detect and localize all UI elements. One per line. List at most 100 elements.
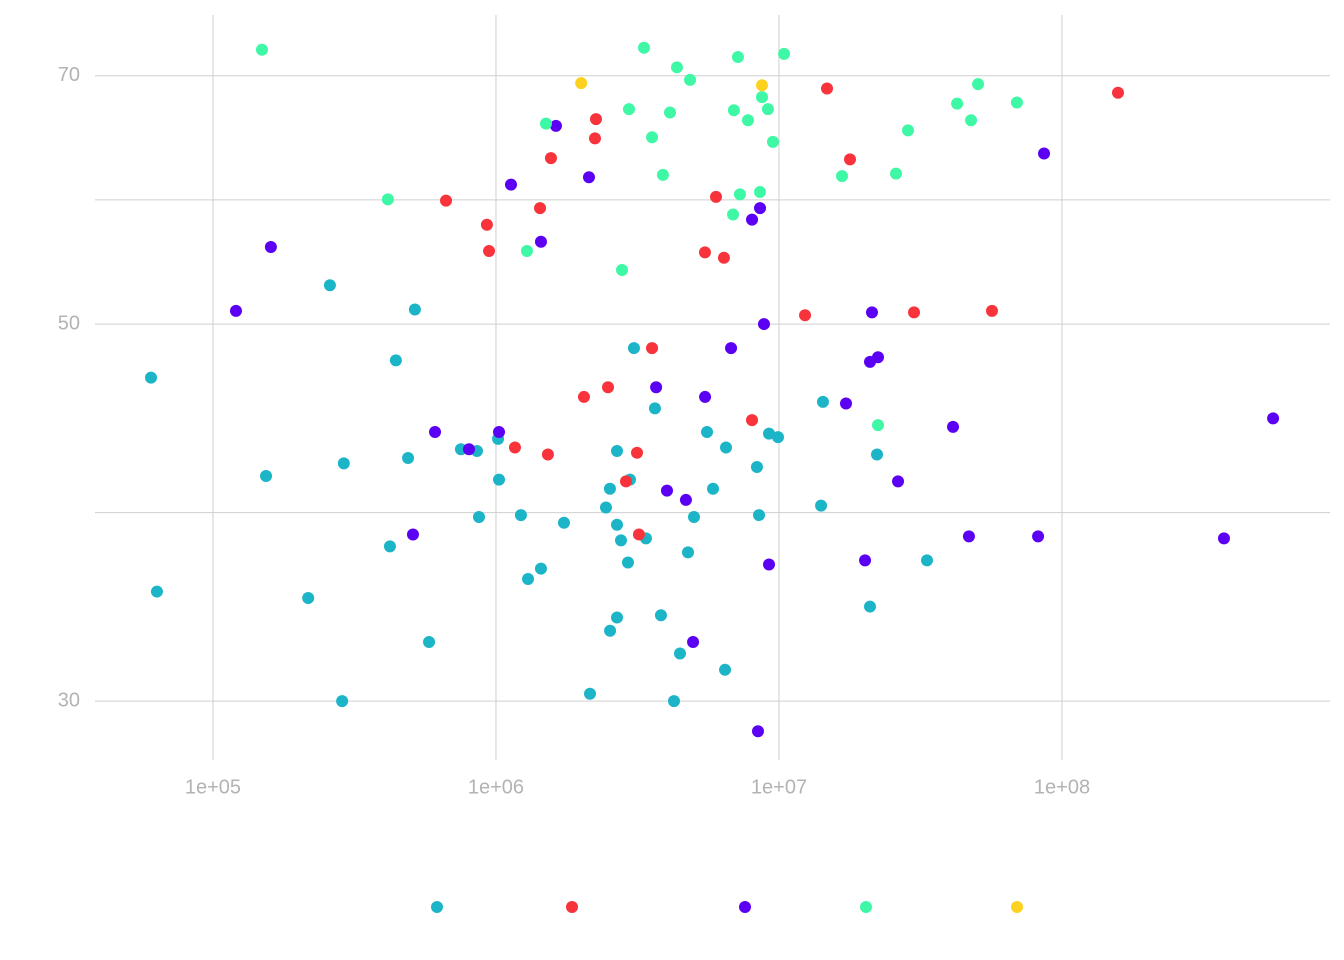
point bbox=[720, 441, 733, 454]
point bbox=[840, 397, 853, 410]
point bbox=[654, 609, 667, 622]
point bbox=[741, 114, 754, 127]
point bbox=[575, 77, 588, 90]
point bbox=[733, 188, 746, 201]
point bbox=[754, 202, 767, 215]
legend-key bbox=[431, 901, 443, 913]
point bbox=[799, 309, 812, 322]
point bbox=[872, 419, 885, 432]
point bbox=[1111, 86, 1124, 99]
point bbox=[670, 61, 683, 74]
point bbox=[480, 218, 493, 231]
point bbox=[756, 91, 769, 104]
point bbox=[709, 190, 722, 203]
x-tick-label: 1e+05 bbox=[185, 776, 241, 798]
point bbox=[440, 194, 453, 207]
point bbox=[772, 431, 785, 444]
point bbox=[483, 245, 496, 258]
point bbox=[727, 208, 740, 221]
y-tick-label: 70 bbox=[58, 64, 80, 86]
point bbox=[588, 132, 601, 145]
y-tick-label: 30 bbox=[58, 689, 80, 711]
point bbox=[336, 695, 349, 708]
point bbox=[260, 469, 273, 482]
point bbox=[463, 443, 476, 456]
point bbox=[402, 452, 415, 465]
point bbox=[698, 246, 711, 259]
point bbox=[871, 448, 884, 461]
point bbox=[514, 509, 527, 522]
point bbox=[337, 457, 350, 470]
point bbox=[746, 213, 759, 226]
point bbox=[144, 371, 157, 384]
point bbox=[632, 528, 645, 541]
point bbox=[504, 178, 517, 191]
point bbox=[522, 572, 535, 585]
point bbox=[646, 131, 659, 144]
point bbox=[611, 445, 624, 458]
point bbox=[972, 78, 985, 91]
point bbox=[627, 342, 640, 355]
point bbox=[541, 448, 554, 461]
point bbox=[604, 624, 617, 637]
point bbox=[631, 446, 644, 459]
point bbox=[383, 540, 396, 553]
point bbox=[637, 41, 650, 54]
point bbox=[687, 510, 700, 523]
point bbox=[725, 342, 738, 355]
point bbox=[534, 202, 547, 215]
point bbox=[429, 425, 442, 438]
point bbox=[539, 117, 552, 130]
point bbox=[920, 554, 933, 567]
point bbox=[650, 381, 663, 394]
point bbox=[667, 695, 680, 708]
point bbox=[753, 509, 766, 522]
point bbox=[544, 152, 557, 165]
point bbox=[584, 687, 597, 700]
point bbox=[549, 119, 562, 132]
point bbox=[707, 482, 720, 495]
point bbox=[1217, 532, 1230, 545]
point bbox=[663, 106, 676, 119]
point bbox=[872, 351, 885, 364]
point bbox=[766, 135, 779, 148]
point bbox=[1032, 530, 1045, 543]
point bbox=[534, 235, 547, 248]
point bbox=[890, 167, 903, 180]
point bbox=[648, 402, 661, 415]
point bbox=[757, 318, 770, 331]
point bbox=[682, 546, 695, 559]
point bbox=[962, 530, 975, 543]
point bbox=[892, 475, 905, 488]
point bbox=[381, 193, 394, 206]
point bbox=[727, 104, 740, 117]
legend-key bbox=[1011, 901, 1023, 913]
x-tick-label: 1e+08 bbox=[1034, 776, 1090, 798]
point bbox=[687, 636, 700, 649]
point bbox=[619, 475, 632, 488]
point bbox=[815, 499, 828, 512]
point bbox=[778, 47, 791, 60]
point bbox=[1038, 147, 1051, 160]
point bbox=[264, 241, 277, 254]
point bbox=[763, 427, 776, 440]
point bbox=[684, 73, 697, 86]
point bbox=[947, 420, 960, 433]
point bbox=[508, 441, 521, 454]
legend-key bbox=[860, 901, 872, 913]
point bbox=[615, 263, 628, 276]
point bbox=[408, 303, 421, 316]
point bbox=[534, 562, 547, 575]
legend-key bbox=[566, 901, 578, 913]
point bbox=[611, 518, 624, 531]
point bbox=[864, 600, 877, 613]
point bbox=[493, 473, 506, 486]
point bbox=[599, 501, 612, 514]
point bbox=[763, 558, 776, 571]
point bbox=[673, 647, 686, 660]
point bbox=[389, 354, 402, 367]
point bbox=[660, 484, 673, 497]
point bbox=[577, 390, 590, 403]
point bbox=[520, 245, 533, 258]
point bbox=[679, 493, 692, 506]
